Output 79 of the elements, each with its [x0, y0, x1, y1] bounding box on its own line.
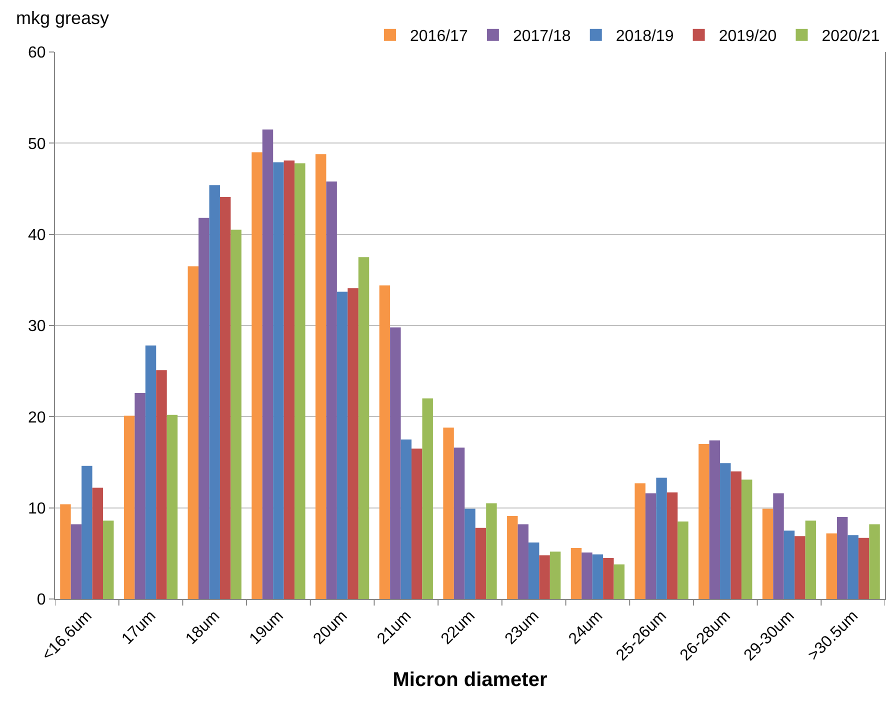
bar [784, 530, 795, 599]
bar [539, 555, 550, 599]
bar [773, 493, 784, 599]
bar [156, 370, 167, 599]
bar [486, 503, 497, 599]
bar [70, 524, 82, 599]
bar [582, 552, 592, 599]
bar [82, 466, 92, 599]
y-axis-title: mkg greasy [16, 8, 110, 28]
bar [220, 196, 231, 599]
legend-label: 2017/18 [512, 28, 571, 46]
legend-label: 2019/20 [718, 28, 777, 46]
bar [518, 524, 528, 599]
bar [826, 533, 837, 599]
bar [390, 327, 401, 599]
y-tick-label: 10 [28, 500, 46, 518]
bar [678, 522, 688, 599]
bar [422, 398, 433, 599]
bar [358, 257, 370, 599]
bar [464, 508, 476, 599]
bar [603, 558, 614, 599]
bar [230, 230, 242, 599]
bar [284, 160, 295, 599]
bar [379, 285, 390, 599]
bar [209, 185, 220, 599]
bar [720, 463, 731, 599]
bar [326, 181, 337, 599]
bar [869, 524, 880, 599]
bar [134, 392, 146, 599]
bar [709, 440, 720, 599]
bar [124, 416, 135, 599]
legend-label: 2018/19 [616, 28, 674, 46]
bar [315, 154, 326, 599]
bar [252, 152, 262, 599]
bar [412, 448, 422, 599]
y-tick-label: 60 [28, 44, 46, 62]
bar [188, 266, 199, 599]
bar [645, 493, 656, 599]
bar [550, 552, 561, 599]
bar [60, 504, 71, 599]
bar [614, 564, 625, 599]
bar [592, 554, 604, 599]
bar [475, 528, 486, 599]
bar [656, 478, 667, 599]
y-tick-label: 20 [28, 409, 46, 426]
x-axis-title: Micron diameter [392, 668, 548, 691]
legend-label: 2016/17 [410, 28, 468, 46]
bar [507, 516, 518, 599]
bar [848, 535, 858, 599]
bar [262, 129, 274, 599]
bar [103, 520, 114, 599]
bar [348, 288, 358, 599]
bar [794, 536, 806, 599]
legend-label: 2020/21 [822, 28, 880, 46]
bar [858, 538, 870, 599]
bar [92, 488, 104, 599]
bar [666, 492, 678, 599]
bar [145, 346, 156, 599]
y-tick-label: 30 [28, 318, 46, 336]
bar [443, 428, 454, 599]
bar [730, 471, 742, 599]
bar [273, 162, 284, 599]
bar [762, 508, 774, 599]
bar [400, 439, 412, 599]
bar [166, 414, 178, 599]
bar [570, 548, 582, 599]
bar [198, 218, 210, 599]
bar [294, 163, 306, 599]
y-tick-label: 50 [28, 136, 46, 153]
bar [336, 292, 348, 599]
bar [698, 444, 710, 599]
y-tick-label: 0 [36, 592, 46, 609]
bar [741, 480, 752, 599]
y-tick-label: 40 [28, 226, 46, 244]
bar [805, 520, 816, 599]
bar [836, 516, 848, 599]
bar [634, 483, 646, 599]
bar [528, 542, 540, 599]
bar [454, 448, 465, 599]
